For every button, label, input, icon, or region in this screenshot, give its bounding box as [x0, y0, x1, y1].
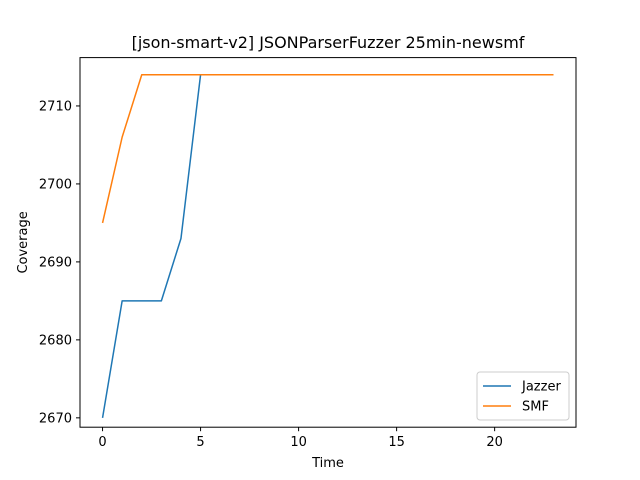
- legend-label-smf: SMF: [522, 400, 549, 415]
- x-axis-ticks: 0 5 10 15 20: [98, 427, 503, 450]
- series-layer: [101, 74, 554, 418]
- plot-area-frame: [79, 57, 577, 428]
- x-tick-label: 15: [388, 435, 405, 450]
- y-axis-label: Coverage: [16, 211, 31, 273]
- y-tick-label: 2670: [39, 411, 72, 426]
- x-tick-label: 5: [196, 435, 204, 450]
- x-tick-label: 10: [290, 435, 307, 450]
- y-tick-label: 2710: [39, 99, 72, 114]
- x-axis-label: Time: [311, 456, 344, 471]
- y-axis-ticks: 2670 2680 2690 2700 2710: [39, 99, 80, 426]
- y-tick-label: 2680: [39, 333, 72, 348]
- y-tick-label: 2700: [39, 177, 72, 192]
- x-tick-label: 0: [98, 435, 106, 450]
- y-tick-label: 2690: [39, 255, 72, 270]
- legend: Jazzer SMF: [476, 371, 570, 421]
- legend-label-jazzer: Jazzer: [521, 380, 561, 395]
- legend-box: [476, 371, 570, 421]
- series-line-smf: [101, 74, 554, 224]
- chart-title: [json-smart-v2] JSONParserFuzzer 25min-n…: [132, 33, 525, 52]
- x-tick-label: 20: [486, 435, 503, 450]
